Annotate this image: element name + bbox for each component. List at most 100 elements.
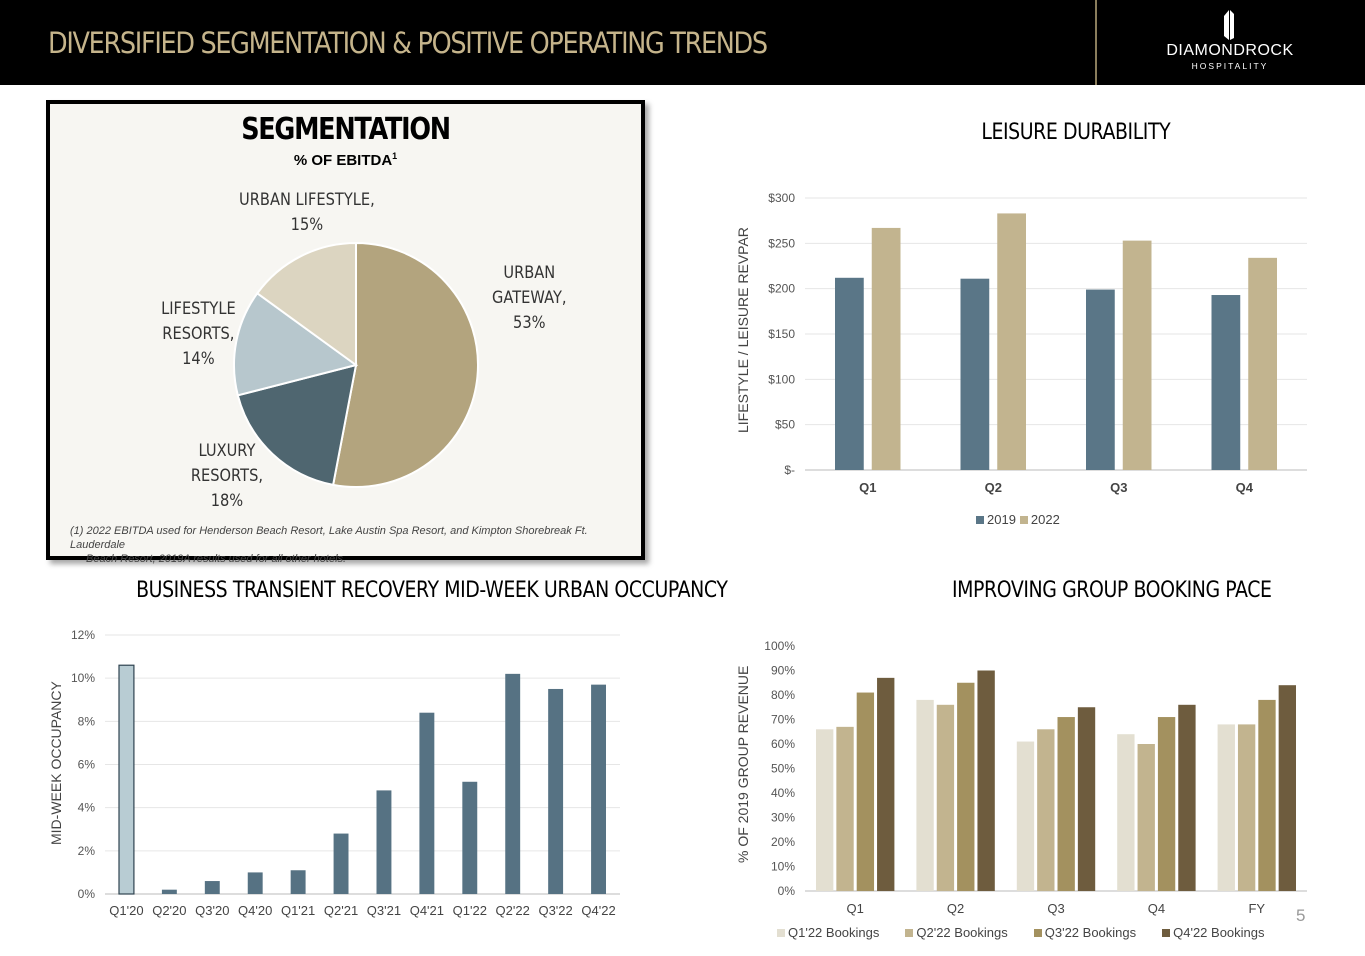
legend-swatch: [1019, 515, 1028, 524]
y-tick-label: 2%: [78, 844, 96, 858]
y-tick-label: 50%: [771, 762, 795, 776]
x-tick-label: Q1'22: [453, 903, 487, 918]
bar: [591, 684, 606, 894]
y-tick-label: 100%: [764, 639, 795, 653]
y-tick-label: $300: [768, 191, 795, 205]
legend-swatch: [777, 928, 785, 937]
legend-item-q1-22: Q1'22 Bookings: [777, 925, 879, 940]
bar: [997, 213, 1026, 470]
y-tick-label: 70%: [771, 713, 795, 727]
bar: [1237, 724, 1256, 891]
x-tick-label: FY: [1248, 901, 1265, 916]
x-tick-label: Q4: [1148, 901, 1165, 916]
legend-label: Q2'22 Bookings: [916, 925, 1008, 940]
y-tick-label: 8%: [78, 714, 96, 728]
bar: [856, 692, 875, 891]
header-divider: [1095, 0, 1097, 85]
bar: [1117, 734, 1135, 891]
pie-slice-3: [255, 241, 357, 367]
leisure-chart-title: LEISURE DURABILITY: [981, 120, 1171, 145]
y-tick-label: $50: [775, 418, 795, 432]
y-tick-label: $250: [768, 236, 795, 250]
x-tick-label: Q2'20: [152, 903, 186, 918]
bar: [247, 872, 263, 894]
page-title: DIVERSIFIED SEGMENTATION & POSITIVE OPER…: [48, 26, 768, 60]
occupancy-chart-title: BUSINESS TRANSIENT RECOVERY MID-WEEK URB…: [136, 578, 728, 603]
legend-label: 2022: [1030, 512, 1060, 527]
x-tick-label: Q1'20: [109, 903, 143, 918]
header-bar: DIVERSIFIED SEGMENTATION & POSITIVE OPER…: [0, 0, 1365, 85]
pie-label-urban-lifestyle: URBAN LIFESTYLE, 15%: [239, 188, 375, 238]
y-tick-label: $150: [768, 327, 795, 341]
segmentation-panel: SEGMENTATION % OF EBITDA1 URBAN GATEWAY,…: [46, 100, 645, 565]
legend-swatch: [905, 928, 914, 937]
bar: [877, 677, 895, 891]
bar: [1077, 707, 1096, 891]
x-tick-label: Q3'20: [195, 903, 229, 918]
bar: [505, 673, 521, 894]
leisure-legend: 2019 2022: [976, 512, 1060, 527]
bar: [960, 278, 990, 470]
y-tick-label: $-: [784, 463, 795, 477]
legend-swatch: [1033, 928, 1042, 937]
x-tick-label: Q3: [1047, 901, 1064, 916]
pie-label-line: 15%: [290, 215, 324, 235]
pie-label-line: 14%: [182, 349, 215, 369]
bar: [1217, 724, 1235, 891]
footnote-line: (1) 2022 EBITDA used for Henderson Beach…: [70, 525, 588, 551]
y-tick-label: 80%: [771, 688, 795, 702]
x-tick-label: Q2'21: [324, 903, 358, 918]
y-tick-label: 40%: [771, 786, 795, 800]
pie-label-line: URBAN LIFESTYLE,: [239, 190, 375, 210]
pie-label-line: LIFESTYLE: [161, 299, 236, 319]
bar: [835, 277, 864, 470]
y-tick-label: 10%: [71, 671, 95, 685]
bar: [1258, 699, 1276, 891]
group-legend: Q1'22 Bookings Q2'22 Bookings Q3'22 Book…: [777, 925, 1265, 940]
y-tick-label: 60%: [771, 737, 795, 751]
occupancy-bar-chart: 0% 2% 4% 6% 8% 10% 12% Q1'20 Q2'20 Q3'20 Q4'20 Q1'2…: [71, 628, 620, 918]
legend-label: Q3'22 Bookings: [1044, 925, 1137, 940]
pie-slice-1: [236, 363, 358, 487]
x-tick-label: Q1: [859, 480, 876, 495]
footnote-marker: 1: [392, 151, 398, 161]
y-tick-label: 10%: [771, 860, 795, 874]
y-tick-label: 90%: [771, 664, 795, 678]
pie-label-line: 18%: [210, 491, 244, 511]
bar: [419, 712, 435, 894]
bar: [1178, 704, 1196, 891]
segmentation-subtitle-text: % OF EBITDA: [293, 152, 393, 169]
x-tick-label: Q4'20: [238, 903, 272, 918]
x-tick-label: Q3: [1110, 480, 1127, 495]
y-tick-label: 6%: [78, 758, 96, 772]
legend-label: 2019: [987, 512, 1016, 527]
bar: [1086, 289, 1115, 470]
pie-label-luxury-resorts: LUXURY RESORTS, 18%: [191, 439, 263, 514]
pie-slice-2: [233, 291, 359, 397]
legend-item-q4-22: Q4'22 Bookings: [1162, 925, 1265, 940]
bar: [936, 704, 955, 891]
x-tick-label: Q4: [1236, 480, 1254, 495]
x-tick-label: Q2: [985, 480, 1002, 495]
legend-item-q3-22: Q3'22 Bookings: [1033, 925, 1137, 940]
bar: [1248, 257, 1277, 470]
y-tick-label: 0%: [78, 887, 96, 901]
group-chart-title: IMPROVING GROUP BOOKING PACE: [952, 578, 1272, 603]
x-tick-label: Q3'21: [367, 903, 401, 918]
legend-swatch: [976, 515, 984, 524]
legend-label: Q1'22 Bookings: [788, 925, 880, 940]
bar: [333, 833, 349, 894]
segmentation-title: SEGMENTATION: [241, 112, 451, 147]
x-tick-label: Q1'21: [281, 903, 315, 918]
bar: [1122, 240, 1152, 470]
legend-item-q2-22: Q2'22 Bookings: [905, 925, 1008, 940]
x-tick-label: Q4'22: [581, 903, 615, 918]
legend-label: Q4'22 Bookings: [1173, 925, 1265, 940]
bar: [816, 729, 834, 891]
pie-label-line: GATEWAY,: [492, 288, 567, 308]
pie-slice-0: [331, 241, 479, 488]
x-tick-label: Q1: [847, 901, 864, 916]
x-tick-label: Q4'21: [410, 903, 444, 918]
bar: [376, 790, 392, 894]
x-tick-label: Q2: [947, 901, 964, 916]
